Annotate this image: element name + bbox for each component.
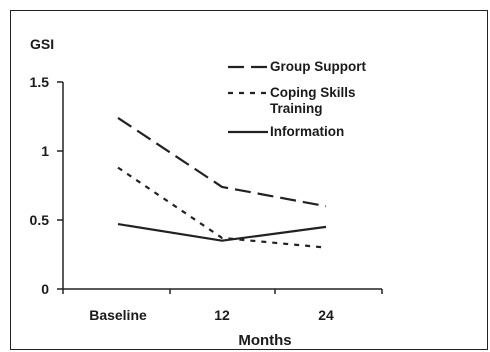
legend-label: Coping Skills xyxy=(270,85,356,100)
series-line-1 xyxy=(117,116,327,208)
chart-frame xyxy=(10,10,488,350)
legend-label: Information xyxy=(270,124,344,139)
series-line-2 xyxy=(117,166,327,249)
chart-title: GSI xyxy=(30,36,54,52)
x-axis-label: Months xyxy=(238,332,291,349)
x-tick-label: Baseline xyxy=(89,307,147,323)
x-tick-label: 12 xyxy=(214,307,230,323)
y-tick-label: 0.5 xyxy=(30,212,50,228)
series-line-3 xyxy=(117,223,327,242)
y-tick-label: 0 xyxy=(41,281,49,297)
x-tick-label: 24 xyxy=(318,307,334,323)
y-tick-label: 1 xyxy=(41,143,49,159)
y-tick-label: 1.5 xyxy=(30,74,50,90)
legend-label: Training xyxy=(270,101,323,116)
legend-label: Group Support xyxy=(270,59,366,74)
